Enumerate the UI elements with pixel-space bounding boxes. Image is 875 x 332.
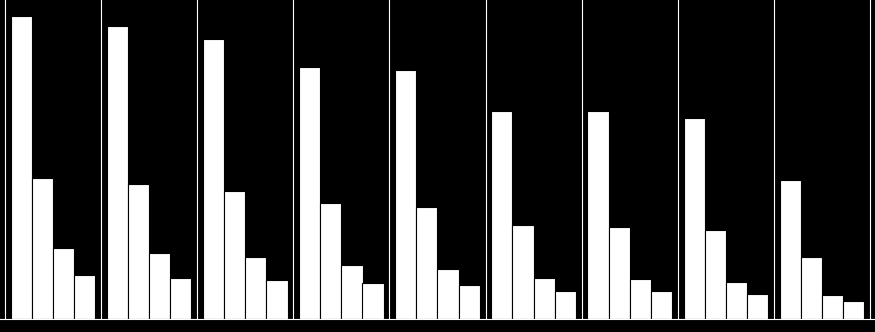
Bar: [320, 203, 341, 319]
Bar: [513, 225, 534, 319]
Bar: [52, 248, 74, 319]
Bar: [704, 230, 726, 319]
Bar: [266, 280, 288, 319]
Bar: [74, 276, 95, 319]
Bar: [822, 295, 844, 319]
Bar: [149, 253, 171, 319]
Bar: [844, 300, 864, 319]
Bar: [245, 257, 266, 319]
Bar: [362, 284, 383, 319]
Bar: [555, 291, 576, 319]
Bar: [299, 67, 320, 319]
Bar: [458, 285, 480, 319]
Bar: [396, 70, 416, 319]
Bar: [341, 265, 362, 319]
Bar: [609, 226, 630, 319]
Bar: [726, 282, 747, 319]
Bar: [534, 278, 555, 319]
Bar: [492, 111, 513, 319]
Bar: [224, 191, 245, 319]
Bar: [416, 207, 438, 319]
Bar: [780, 180, 801, 319]
Bar: [203, 39, 224, 319]
Bar: [630, 279, 651, 319]
Bar: [438, 269, 458, 319]
Bar: [747, 294, 768, 319]
Bar: [651, 291, 672, 319]
Bar: [801, 257, 822, 319]
Bar: [128, 184, 149, 319]
Bar: [171, 278, 192, 319]
Bar: [10, 16, 31, 319]
Bar: [31, 178, 52, 319]
Bar: [683, 118, 704, 319]
Bar: [587, 112, 609, 319]
Bar: [107, 26, 128, 319]
